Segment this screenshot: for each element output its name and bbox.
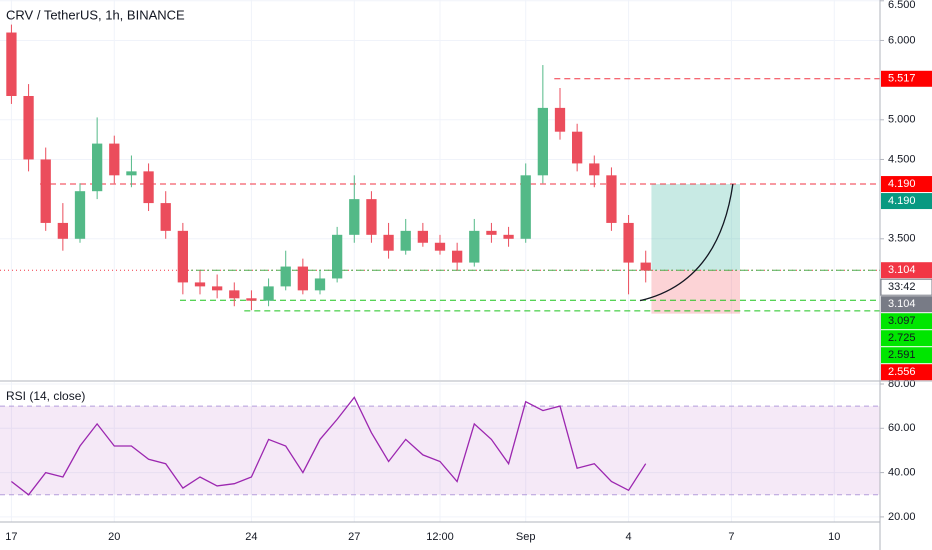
price-label-box (881, 70, 932, 87)
candle-body (606, 175, 617, 223)
y-tick-label: 6.000 (888, 34, 916, 46)
price-label-box (881, 364, 932, 381)
price-label: 3.097 (888, 315, 916, 327)
y-tick-label: 6.500 (888, 0, 916, 11)
drawing-curve (639, 183, 734, 302)
candle-body (537, 107, 548, 176)
candle-body (212, 286, 223, 291)
price-label-box (881, 313, 932, 330)
candle-body (486, 230, 497, 235)
candle-body (349, 199, 360, 235)
candle-body (280, 266, 291, 287)
x-tick-label: 10 (828, 531, 840, 543)
candle-body (417, 230, 428, 243)
candle-body (332, 234, 343, 279)
y-tick-label: 60.00 (888, 422, 916, 434)
price-label-box (881, 193, 932, 210)
x-tick-label: 24 (245, 531, 257, 543)
candle-body (177, 230, 188, 283)
candle-body (366, 199, 377, 235)
y-tick-label: 3.500 (888, 233, 916, 245)
candle-body (434, 242, 446, 251)
x-tick-label: 17 (5, 531, 17, 543)
price-label: 2.725 (888, 332, 916, 344)
price-label-box (881, 176, 932, 193)
rsi-title: RSI (14, close) (6, 389, 85, 403)
price-label: 4.190 (888, 178, 916, 190)
x-tick-label: 27 (348, 531, 360, 543)
x-tick-label: 20 (108, 531, 120, 543)
candle-body (314, 278, 326, 291)
chart-title: CRV / TetherUS, 1h, BINANCE (6, 7, 185, 22)
candle-body (229, 290, 240, 299)
candle-body (57, 222, 68, 239)
x-tick-label: Sep (516, 531, 536, 543)
y-tick-label: 5.000 (888, 114, 916, 126)
candle-body (623, 222, 634, 263)
candle-body (452, 250, 463, 263)
candle-body (109, 143, 120, 176)
candle-body (503, 234, 514, 239)
x-tick-label: 12:00 (426, 531, 454, 543)
price-label: 3.104 (888, 264, 916, 276)
candle-body (589, 163, 600, 176)
price-label: 2.591 (888, 349, 916, 361)
price-label: 5.517 (888, 73, 916, 85)
price-label: 2.556 (888, 366, 916, 378)
price-label-box (881, 330, 932, 347)
candle-body (246, 298, 257, 301)
price-label-box (881, 347, 932, 364)
x-tick-label: 4 (626, 531, 632, 543)
profit-zone (651, 184, 740, 271)
y-tick-label: 40.00 (888, 467, 916, 479)
candle-body (640, 262, 651, 271)
candle-body (572, 131, 583, 164)
price-label-box (881, 296, 932, 313)
candle-body (297, 266, 308, 291)
candle-body (194, 282, 206, 287)
price-label-box (880, 278, 932, 296)
price-label: 4.190 (888, 195, 916, 207)
price-label: 3.104 (888, 298, 916, 310)
candle-body (23, 95, 34, 160)
candle-body (520, 175, 531, 239)
candle-body (263, 286, 274, 301)
candle-body (469, 230, 480, 263)
candle-body (383, 234, 394, 251)
price-label-box (881, 262, 932, 279)
candle-body (554, 107, 566, 132)
candle-body (92, 143, 103, 192)
x-tick-label: 7 (728, 531, 734, 543)
candle-body (126, 171, 137, 176)
candle-body (143, 171, 154, 204)
price-label: 33:42 (888, 281, 916, 293)
candle-body (6, 32, 17, 96)
y-tick-label: 4.500 (888, 153, 916, 165)
rsi-band (0, 406, 880, 495)
candle-body (40, 159, 51, 223)
y-tick-label: 20.00 (888, 511, 916, 523)
rsi-line (11, 396, 647, 496)
candle-body (160, 203, 171, 231)
candle-body (400, 230, 411, 251)
candle-body (74, 191, 86, 239)
